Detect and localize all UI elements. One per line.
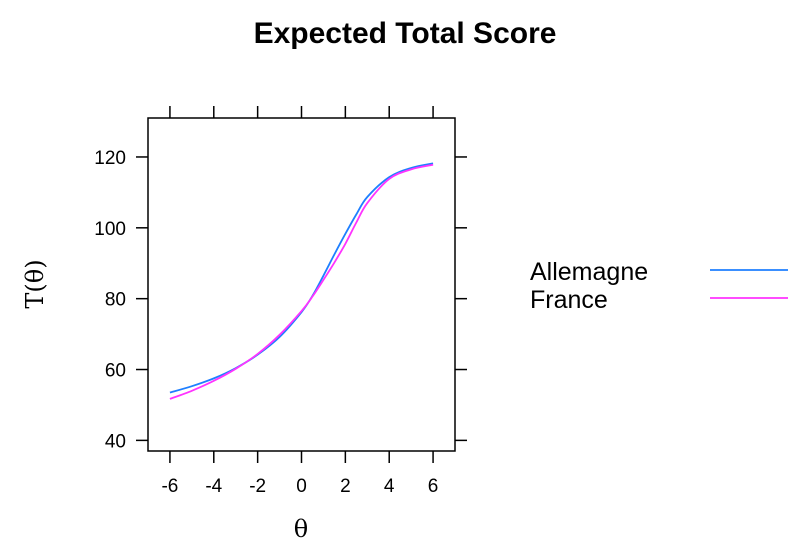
- y-tick-label: 80: [105, 290, 126, 311]
- x-tick-label: 0: [296, 476, 307, 497]
- axis-ticks: [136, 106, 467, 463]
- y-axis-label: T(θ): [21, 259, 49, 308]
- x-axis-label: θ: [294, 515, 308, 543]
- chart-title: Expected Total Score: [254, 17, 557, 50]
- legend-label-france: France: [530, 286, 608, 314]
- y-tick-label: 60: [105, 361, 126, 382]
- y-tick-label: 120: [94, 148, 126, 169]
- x-tick-label: 4: [384, 476, 395, 497]
- legend-label-allemagne: Allemagne: [530, 258, 648, 286]
- series-line-allemagne: [169, 162, 434, 394]
- x-tick-label: 6: [428, 476, 439, 497]
- axis-tick-labels: -6 -4 -2 0 2 4 6 40 60 80 100 120: [94, 148, 438, 497]
- x-tick-label: -6: [161, 476, 178, 497]
- x-tick-label: -4: [205, 476, 222, 497]
- x-tick-label: 2: [340, 476, 351, 497]
- series-line-france: [169, 163, 434, 400]
- y-tick-label: 40: [105, 431, 126, 452]
- x-tick-label: -2: [249, 476, 266, 497]
- series-lines: [169, 162, 434, 400]
- y-tick-label: 100: [94, 219, 126, 240]
